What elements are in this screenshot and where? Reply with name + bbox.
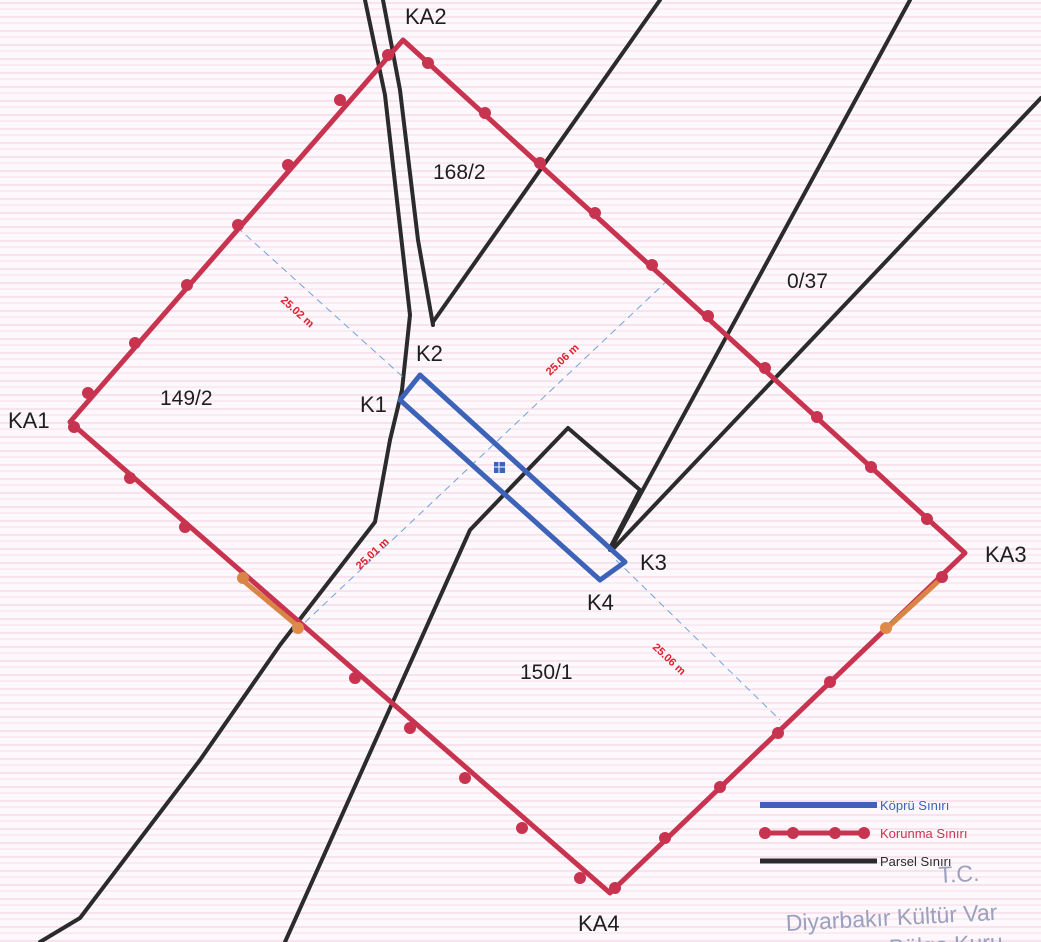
bridge-center-marker <box>491 459 508 476</box>
parcel-150-1: 150/1 <box>520 661 573 684</box>
label-k2: K2 <box>416 341 443 366</box>
label-k4: K4 <box>587 590 614 615</box>
stamp-line-1: T.C. <box>938 860 980 888</box>
legend-bridge-label: Köprü Sınırı <box>880 798 949 813</box>
parcel-line-east-1 <box>608 0 912 552</box>
road-west-edge <box>38 0 412 942</box>
legend: Köprü Sınırı Korunma Sınırı Parsel Sınır… <box>759 798 967 869</box>
parcel-0-37: 0/37 <box>787 270 828 293</box>
label-k3: K3 <box>640 550 667 575</box>
label-ka1: KA1 <box>8 408 50 433</box>
parcel-168-2: 168/2 <box>433 161 486 184</box>
parcel-line-150-1 <box>283 426 642 942</box>
parcel-149-2: 149/2 <box>160 387 213 410</box>
legend-protection-label: Korunma Sınırı <box>880 826 967 841</box>
legend-parcel-label: Parsel Sınırı <box>880 854 952 869</box>
label-ka2: KA2 <box>405 4 447 29</box>
protection-boundary-orange-segments <box>238 575 945 632</box>
road-east-edge <box>381 0 435 327</box>
parcel-boundaries <box>38 0 1041 942</box>
measurement-guides <box>236 226 781 721</box>
protection-boundary-markers <box>68 49 948 894</box>
label-ka4: KA4 <box>578 911 620 936</box>
protection-boundary <box>67 37 968 896</box>
parcel-line-east-2 <box>610 96 1041 552</box>
bridge-boundary <box>397 372 628 583</box>
parcel-line-168-2 <box>431 0 662 324</box>
label-k1: K1 <box>360 392 387 417</box>
label-ka3: KA3 <box>985 542 1027 567</box>
